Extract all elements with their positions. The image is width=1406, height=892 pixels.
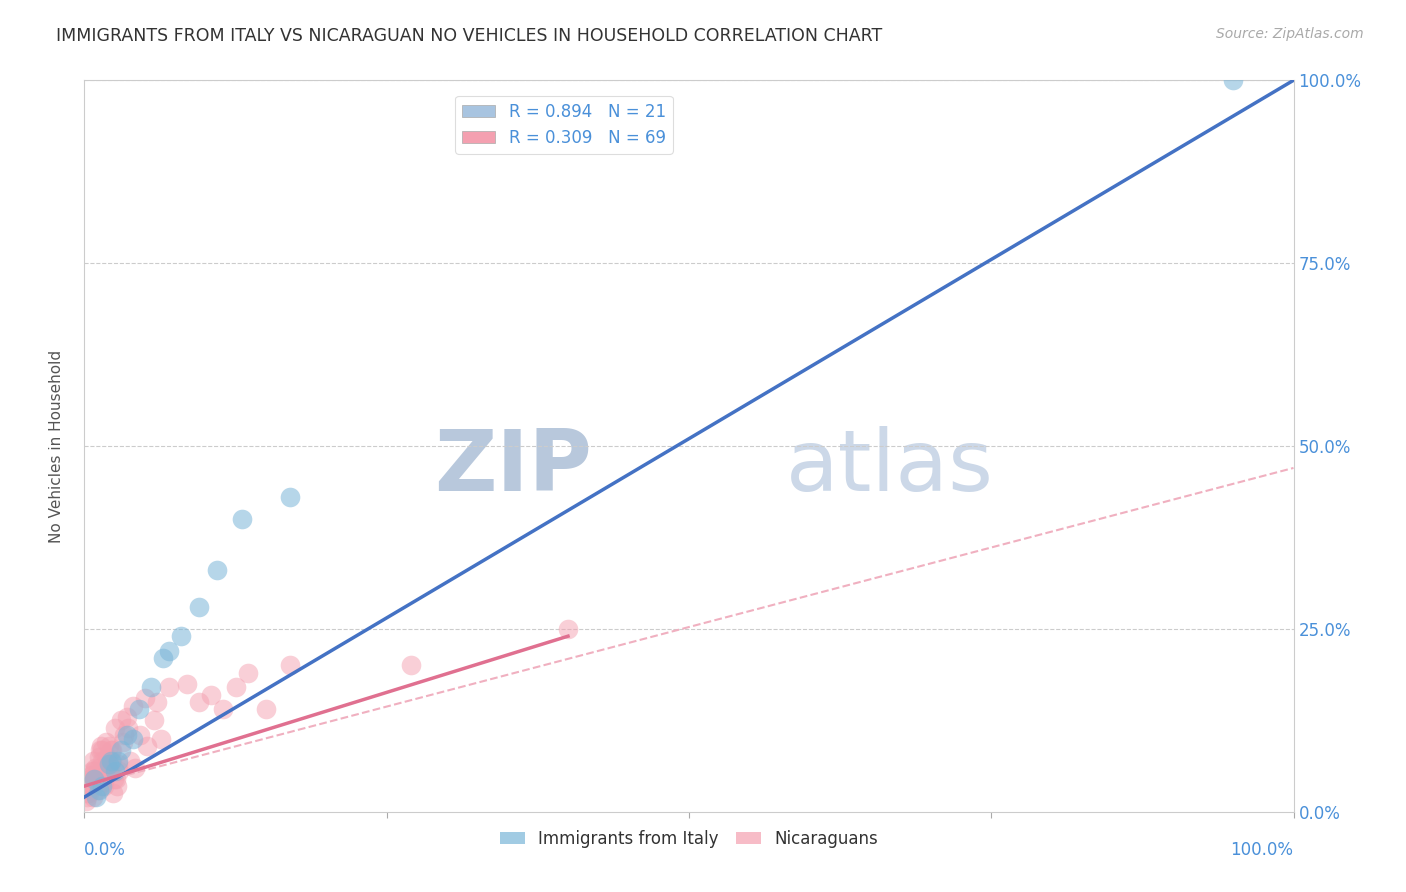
Point xyxy=(82,754,104,768)
Point xyxy=(89,742,111,756)
Point xyxy=(103,772,125,786)
Point xyxy=(91,779,114,793)
Point xyxy=(80,779,103,793)
Point xyxy=(97,739,120,753)
Point xyxy=(100,754,122,768)
Point xyxy=(115,728,138,742)
Point xyxy=(143,714,166,728)
Point xyxy=(100,742,122,756)
Point xyxy=(225,681,247,695)
Point xyxy=(107,757,129,772)
Point xyxy=(97,757,120,772)
Point xyxy=(103,787,125,801)
Point xyxy=(77,779,100,793)
Point xyxy=(87,749,110,764)
Point xyxy=(188,695,211,709)
Point xyxy=(134,691,156,706)
Point xyxy=(557,622,579,636)
Point xyxy=(101,742,124,756)
Y-axis label: No Vehicles in Household: No Vehicles in Household xyxy=(49,350,63,542)
Point xyxy=(86,772,108,786)
Point xyxy=(146,695,169,709)
Point xyxy=(278,658,301,673)
Text: 100.0%: 100.0% xyxy=(1230,841,1294,859)
Point xyxy=(254,702,277,716)
Text: IMMIGRANTS FROM ITALY VS NICARAGUAN NO VEHICLES IN HOUSEHOLD CORRELATION CHART: IMMIGRANTS FROM ITALY VS NICARAGUAN NO V… xyxy=(56,27,883,45)
Point xyxy=(236,665,259,680)
Point xyxy=(1222,73,1244,87)
Point xyxy=(157,681,180,695)
Point xyxy=(100,754,122,768)
Point xyxy=(83,772,105,786)
Point xyxy=(82,790,104,805)
Point xyxy=(152,651,174,665)
Point xyxy=(82,768,104,782)
Point xyxy=(200,688,222,702)
Point xyxy=(105,779,128,793)
Point xyxy=(93,775,115,789)
Text: ZIP: ZIP xyxy=(434,426,592,509)
Point xyxy=(98,764,121,779)
Point xyxy=(90,754,112,768)
Point xyxy=(129,728,152,742)
Point xyxy=(121,698,143,713)
Point xyxy=(112,735,135,749)
Point xyxy=(93,779,115,793)
Point xyxy=(80,764,103,779)
Text: 0.0%: 0.0% xyxy=(84,841,127,859)
Point xyxy=(112,728,135,742)
Point xyxy=(115,709,138,723)
Point xyxy=(91,742,114,756)
Point xyxy=(86,768,108,782)
Point xyxy=(90,739,112,753)
Point xyxy=(139,681,162,695)
Point xyxy=(104,764,127,779)
Point xyxy=(124,761,146,775)
Point xyxy=(86,790,108,805)
Point xyxy=(94,735,117,749)
Point xyxy=(104,772,127,786)
Point xyxy=(87,782,110,797)
Point xyxy=(136,739,159,753)
Point xyxy=(76,787,98,801)
Point xyxy=(212,702,235,716)
Point xyxy=(76,790,98,805)
Point xyxy=(98,757,121,772)
Point xyxy=(79,775,101,789)
Point xyxy=(96,757,118,772)
Point xyxy=(79,772,101,786)
Point xyxy=(89,761,111,775)
Point xyxy=(278,490,301,504)
Point xyxy=(108,764,131,779)
Point xyxy=(94,764,117,779)
Text: Source: ZipAtlas.com: Source: ZipAtlas.com xyxy=(1216,27,1364,41)
Point xyxy=(157,644,180,658)
Point xyxy=(75,794,97,808)
Point xyxy=(121,731,143,746)
Point xyxy=(176,676,198,690)
Point xyxy=(170,629,193,643)
Point xyxy=(207,563,229,577)
Point xyxy=(107,754,129,768)
Point xyxy=(117,721,139,735)
Point xyxy=(128,702,150,716)
Point xyxy=(77,782,100,797)
Point xyxy=(84,761,107,775)
Point xyxy=(231,512,253,526)
Point xyxy=(110,742,132,756)
Point xyxy=(77,787,100,801)
Point xyxy=(86,782,108,797)
Point xyxy=(110,714,132,728)
Legend: Immigrants from Italy, Nicaraguans: Immigrants from Italy, Nicaraguans xyxy=(494,823,884,855)
Point xyxy=(149,731,172,746)
Point xyxy=(120,754,142,768)
Text: atlas: atlas xyxy=(786,426,994,509)
Point xyxy=(104,721,127,735)
Point xyxy=(83,764,105,779)
Point xyxy=(83,772,105,786)
Point xyxy=(399,658,422,673)
Point xyxy=(96,749,118,764)
Point xyxy=(188,599,211,614)
